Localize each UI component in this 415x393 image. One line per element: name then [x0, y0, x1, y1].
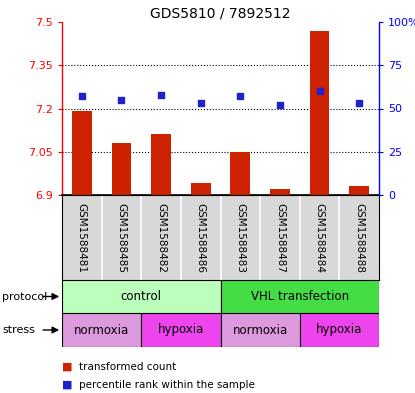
Text: ■: ■ [62, 380, 73, 390]
Bar [300, 313, 379, 347]
Point [198, 100, 204, 107]
Text: percentile rank within the sample: percentile rank within the sample [78, 380, 254, 390]
Text: normoxia: normoxia [74, 323, 129, 336]
Bar [270, 189, 290, 195]
Point [237, 93, 244, 99]
Text: GSM1588486: GSM1588486 [196, 202, 206, 272]
Text: normoxia: normoxia [232, 323, 288, 336]
Point [78, 93, 85, 99]
Bar [72, 111, 92, 195]
Point [118, 97, 125, 103]
Bar [151, 134, 171, 195]
Bar [220, 280, 379, 313]
Bar [191, 184, 210, 195]
Title: GDS5810 / 7892512: GDS5810 / 7892512 [150, 7, 291, 21]
Point [316, 88, 323, 94]
Text: stress: stress [2, 325, 35, 335]
Text: hypoxia: hypoxia [158, 323, 204, 336]
Text: VHL transfection: VHL transfection [251, 290, 349, 303]
Text: GSM1588488: GSM1588488 [354, 202, 364, 272]
Bar [349, 186, 369, 195]
Bar [62, 313, 141, 347]
Text: GSM1588484: GSM1588484 [315, 202, 325, 272]
Text: hypoxia: hypoxia [316, 323, 363, 336]
Bar [62, 280, 220, 313]
Text: GSM1588482: GSM1588482 [156, 202, 166, 272]
Text: GSM1588487: GSM1588487 [275, 202, 285, 272]
Point [356, 100, 363, 107]
Text: transformed count: transformed count [78, 362, 176, 372]
Text: protocol: protocol [2, 292, 47, 301]
Point [277, 102, 283, 108]
Text: GSM1588481: GSM1588481 [77, 202, 87, 272]
Bar [141, 313, 220, 347]
Point [158, 92, 164, 98]
Text: ■: ■ [62, 362, 73, 372]
Text: GSM1588483: GSM1588483 [235, 202, 245, 272]
Bar [220, 313, 300, 347]
Bar [112, 143, 131, 195]
Text: GSM1588485: GSM1588485 [117, 202, 127, 272]
Text: control: control [121, 290, 162, 303]
Bar [310, 31, 330, 195]
Bar [230, 152, 250, 195]
